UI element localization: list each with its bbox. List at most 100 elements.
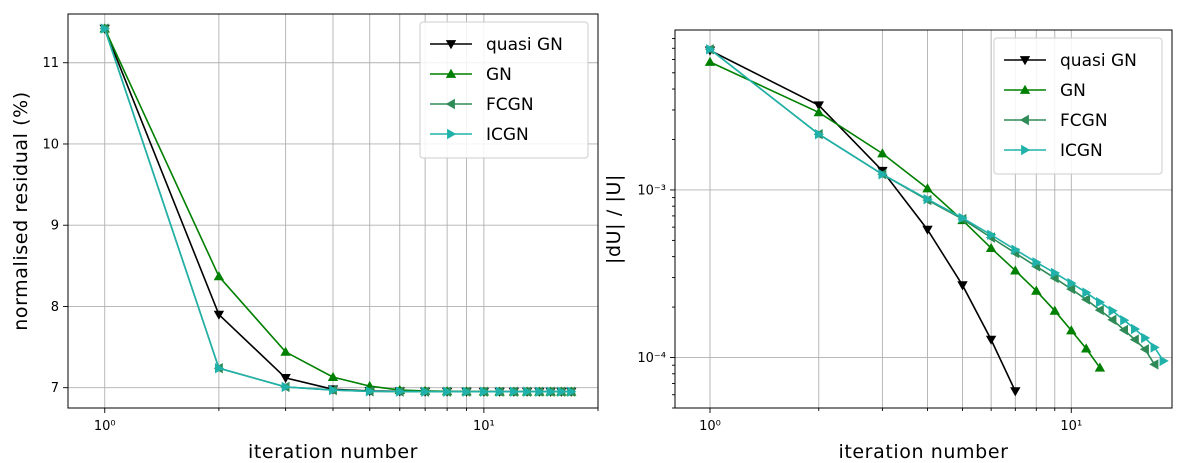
- data-point: [878, 169, 888, 180]
- data-point: [1010, 265, 1021, 275]
- data-point: [1107, 314, 1117, 325]
- x-tick-label: 10¹: [1060, 419, 1082, 434]
- data-point: [958, 212, 968, 224]
- x-axis-label: iteration number: [838, 441, 1008, 463]
- data-point: [1050, 267, 1060, 279]
- data-point: [1067, 277, 1077, 289]
- data-point: [1108, 305, 1118, 316]
- legend-label: ICGN: [486, 125, 529, 145]
- data-point: [1032, 257, 1042, 268]
- legend-box: [419, 21, 589, 159]
- data-point: [213, 271, 225, 281]
- y-tick-label: 11: [42, 56, 59, 71]
- data-point: [1120, 315, 1130, 326]
- data-point: [100, 23, 110, 34]
- data-point: [706, 44, 716, 55]
- data-point: [813, 107, 824, 117]
- data-point: [1131, 323, 1141, 335]
- y-tick-label: 8: [51, 300, 59, 315]
- legend-marker: [1019, 84, 1031, 94]
- data-point: [510, 386, 520, 397]
- right-chart-panel: 10⁰ 10¹ 10⁻⁴ 10⁻³ iteration number |dU| / |U|…: [603, 29, 1173, 463]
- left-chart-panel: 10⁰ 10¹ 7 8 9 10 11 iteration number normalised …: [10, 13, 599, 463]
- data-point: [1096, 297, 1106, 308]
- data-point: [327, 371, 339, 381]
- legend-marker: [445, 40, 457, 50]
- data-point: [1149, 359, 1159, 370]
- x-axis-label: iteration number: [248, 441, 418, 463]
- data-point: [985, 335, 997, 345]
- legend-marker: [1021, 144, 1031, 156]
- data-point: [567, 386, 577, 397]
- legend-marker: [445, 68, 457, 78]
- data-point: [1049, 272, 1059, 284]
- data-point: [1159, 355, 1169, 367]
- data-point: [546, 386, 556, 397]
- data-point: [1011, 244, 1021, 255]
- data-point: [480, 386, 490, 397]
- legend-label: quasi GN: [486, 35, 563, 55]
- data-point: [987, 229, 997, 240]
- data-point: [704, 56, 716, 66]
- data-point: [1081, 343, 1092, 353]
- plot-frame: [674, 29, 1173, 409]
- y-tick-label: 10⁻³: [637, 183, 666, 198]
- data-point: [877, 148, 888, 158]
- data-point: [443, 386, 453, 397]
- data-point: [813, 101, 824, 111]
- legend: quasi GN GN FCGN ICGN: [419, 21, 589, 159]
- x-tick-label: 10⁰: [699, 419, 721, 434]
- data-point: [1010, 387, 1021, 397]
- data-point: [281, 381, 291, 393]
- data-point: [1094, 362, 1106, 372]
- y-tick-label: 9: [51, 219, 59, 234]
- data-point: [280, 374, 291, 384]
- legend-marker: [445, 98, 455, 110]
- data-point: [957, 281, 968, 291]
- y-axis-label: |dU| / |U|: [603, 174, 625, 264]
- y-tick-label: 10: [42, 137, 59, 152]
- data-point: [1118, 324, 1128, 336]
- data-point: [1094, 304, 1104, 316]
- data-point: [462, 386, 472, 397]
- data-point: [535, 386, 545, 397]
- data-point: [1081, 294, 1091, 305]
- data-point: [1139, 344, 1149, 355]
- data-point: [329, 384, 339, 396]
- data-point: [215, 363, 225, 374]
- data-point: [1082, 287, 1092, 298]
- x-tick-label: 10¹: [473, 419, 495, 434]
- series-quasi-gn: [704, 46, 1021, 397]
- data-point: [1066, 325, 1077, 335]
- data-point: [1049, 305, 1060, 315]
- legend-label: FCGN: [486, 95, 534, 115]
- data-point: [557, 386, 567, 397]
- data-point: [1031, 285, 1042, 295]
- data-point: [985, 242, 997, 252]
- data-point: [922, 225, 933, 235]
- data-point: [1129, 334, 1139, 345]
- data-point: [365, 386, 375, 397]
- data-point: [213, 310, 225, 320]
- series-icgn: [100, 23, 577, 397]
- legend-box: [993, 37, 1163, 175]
- series-line: [709, 49, 1017, 392]
- legend: quasi GN GN FCGN ICGN: [993, 37, 1163, 175]
- data-point: [1141, 332, 1151, 344]
- data-point: [923, 194, 933, 205]
- data-point: [495, 386, 505, 397]
- series-gn: [704, 56, 1106, 372]
- data-point: [814, 129, 824, 140]
- legend-marker: [1019, 56, 1031, 66]
- y-tick-label: 10⁻⁴: [637, 351, 666, 366]
- legend-label: FCGN: [1060, 111, 1108, 131]
- legend-marker: [447, 128, 457, 140]
- legend-label: quasi GN: [1060, 51, 1137, 71]
- data-point: [1066, 283, 1076, 295]
- y-axis-label: normalised residual (%): [10, 91, 32, 331]
- data-point: [421, 386, 431, 397]
- data-point: [395, 386, 405, 397]
- data-point: [1150, 342, 1160, 353]
- legend-marker: [1019, 114, 1029, 126]
